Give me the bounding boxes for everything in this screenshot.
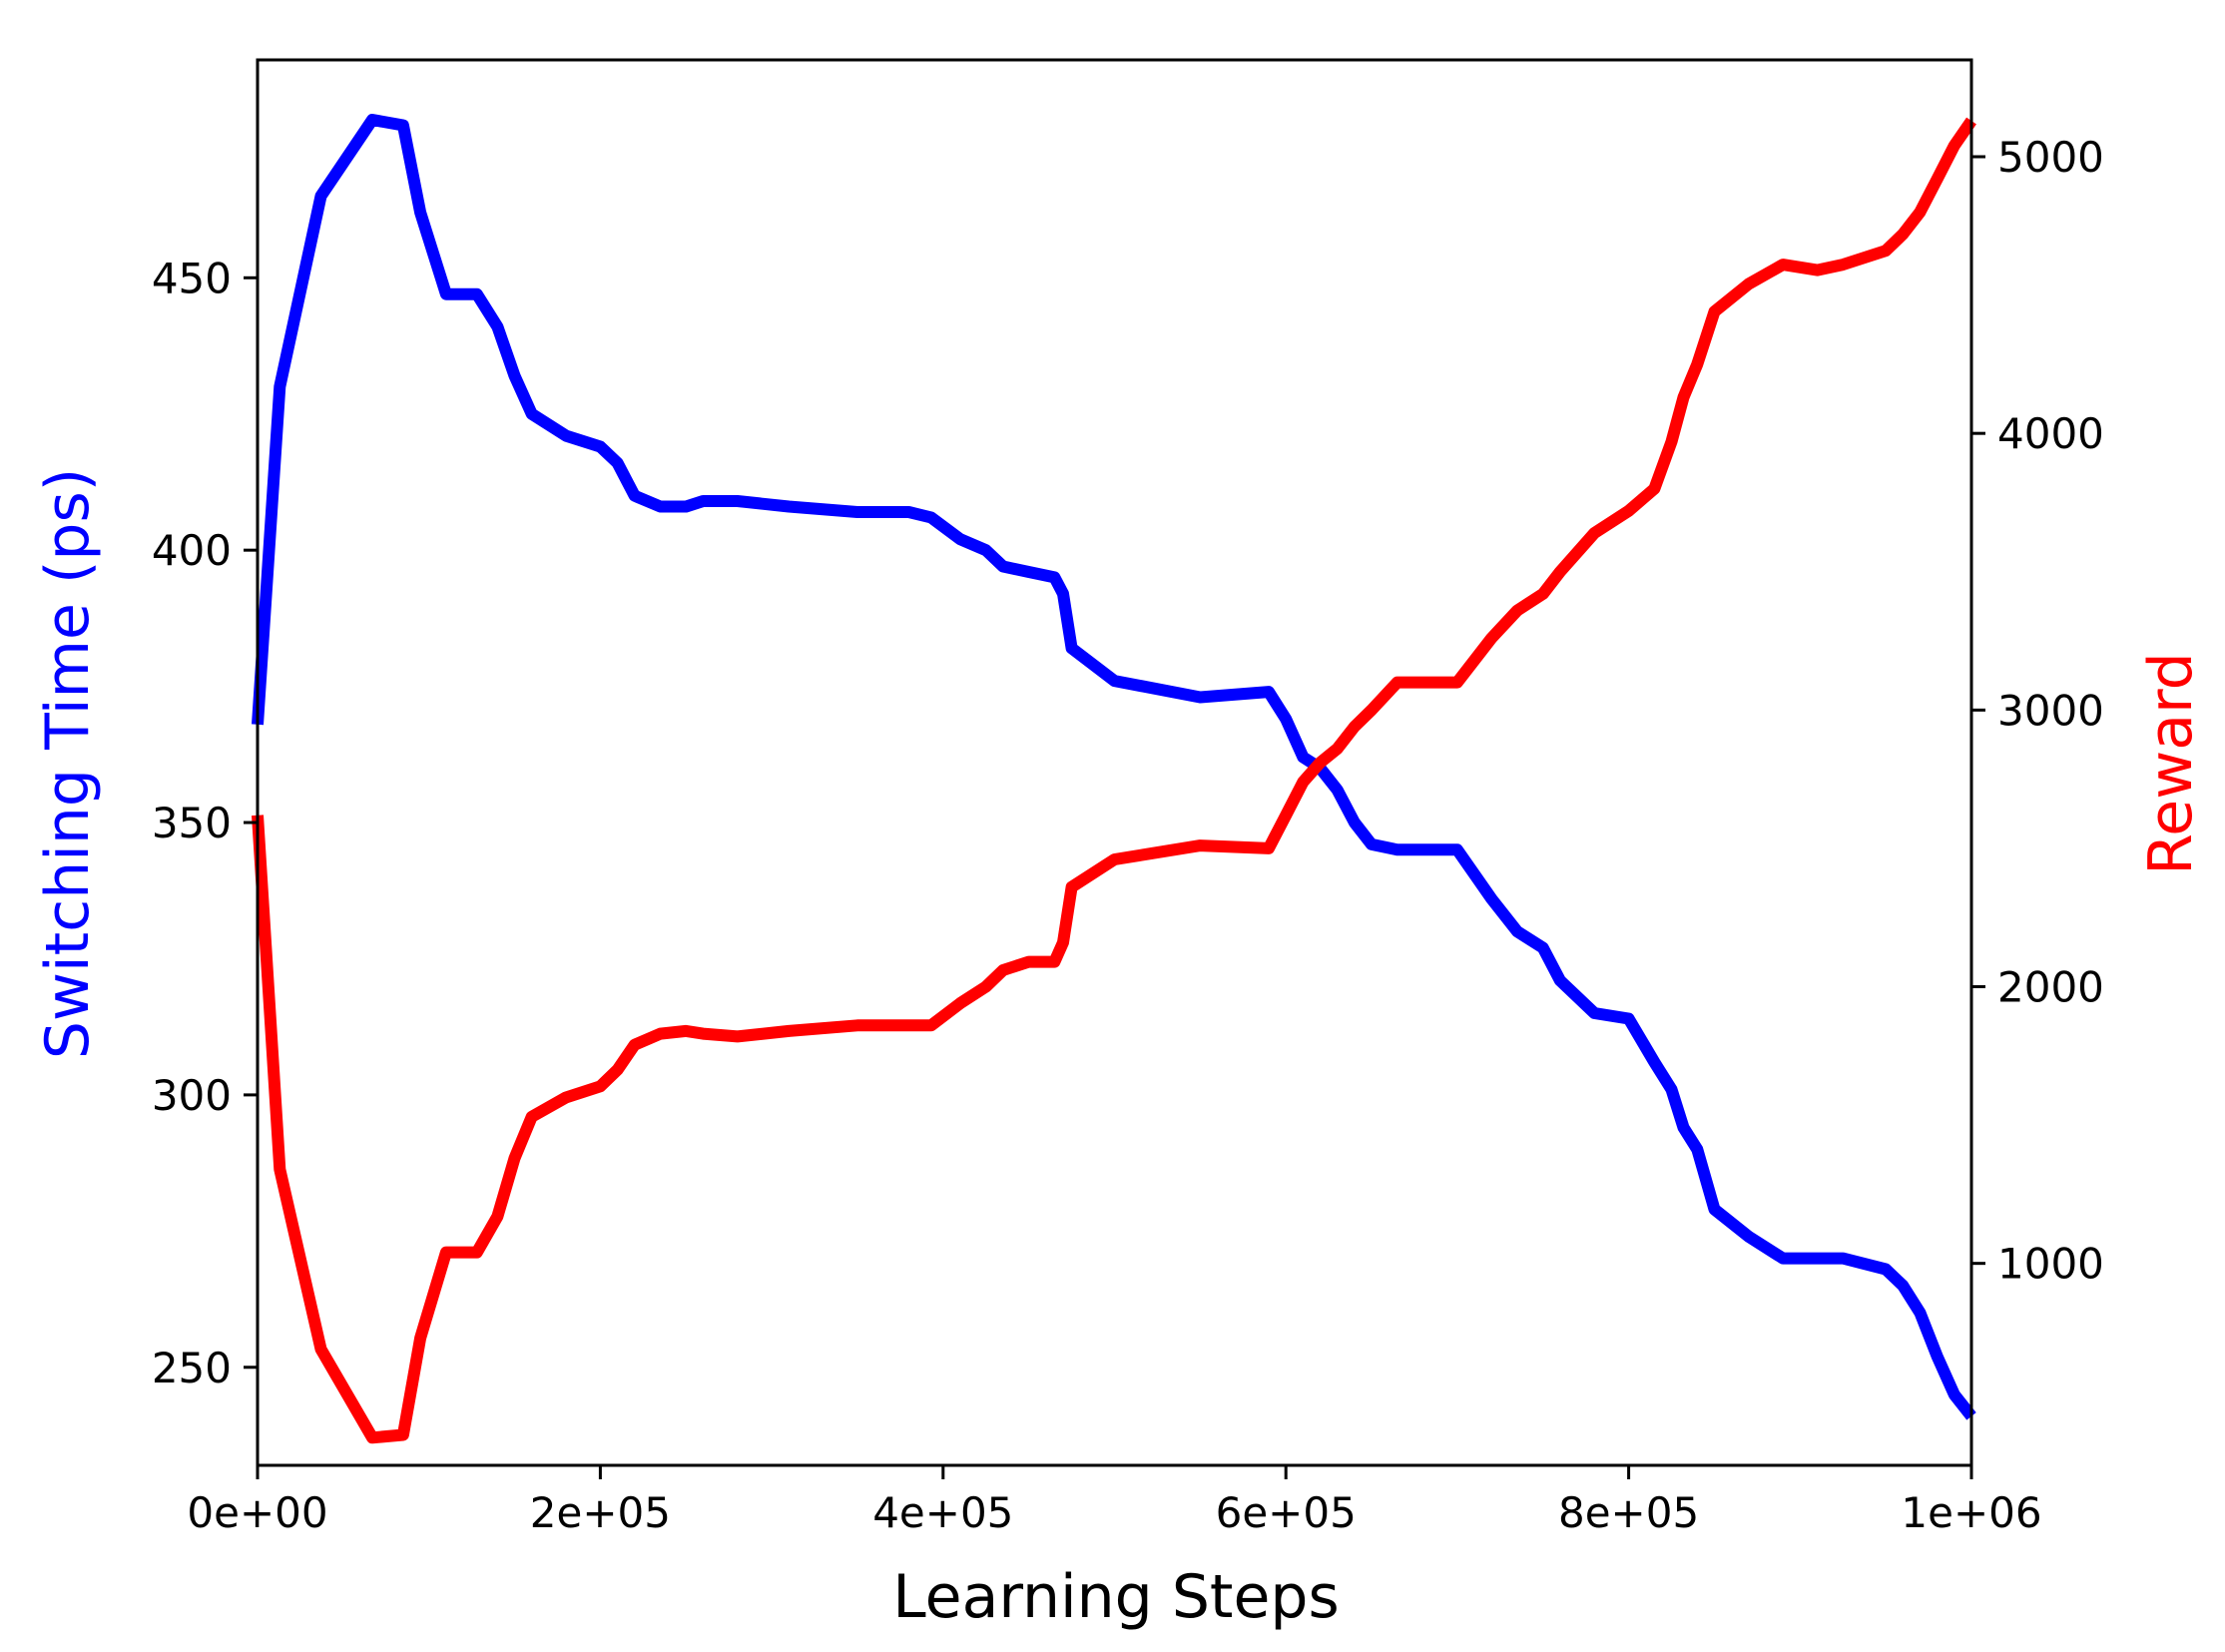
right-y-axis-label: Reward [2136,652,2206,874]
reward-line [252,117,1976,1444]
x-tick-label: 4e+05 [872,1488,1013,1537]
right-y-axis: 1000 2000 3000 4000 5000 [1971,133,2104,1289]
left-y-axis: 250 300 350 400 450 [152,254,258,1392]
left-y-tick-label: 400 [152,526,232,575]
plot-lines [252,114,1976,1444]
x-tick-label: 2e+05 [530,1488,671,1537]
x-tick-label: 8e+05 [1558,1488,1699,1537]
x-axis-label: Learning Steps [892,1562,1339,1632]
plot-frame [256,58,1973,1467]
right-y-tick-label: 5000 [1997,133,2104,182]
x-tick-label: 1e+06 [1901,1488,2041,1537]
right-y-tick-label: 2000 [1997,963,2104,1012]
right-y-tick-label: 4000 [1997,409,2104,458]
left-y-tick-label: 350 [152,799,232,847]
right-y-tick-label: 3000 [1997,686,2104,735]
x-tick-label: 0e+00 [187,1488,327,1537]
left-y-tick-label: 300 [152,1071,232,1120]
x-axis: 0e+00 2e+05 4e+05 6e+05 8e+05 1e+06 [187,1465,2042,1537]
left-y-tick-label: 250 [152,1344,232,1392]
x-tick-label: 6e+05 [1216,1488,1357,1537]
right-y-tick-label: 1000 [1997,1240,2104,1289]
left-y-tick-label: 450 [152,254,232,302]
switching-time-line [252,114,1976,1420]
left-y-axis-label: Switching Time (ps) [33,468,103,1059]
